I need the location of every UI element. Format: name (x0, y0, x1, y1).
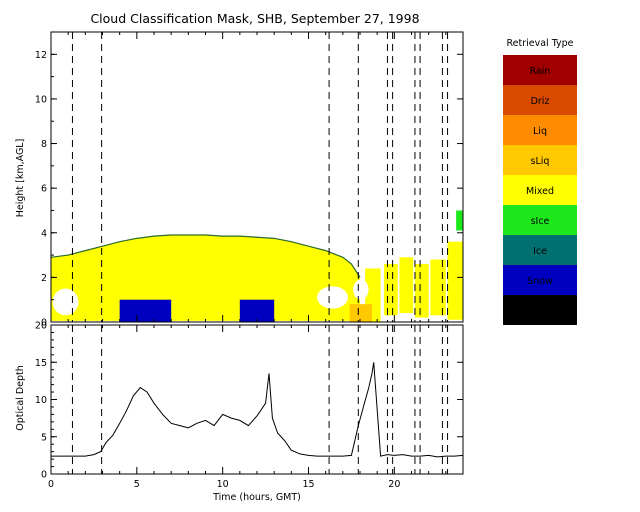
legend-label: Driz (531, 96, 550, 107)
chart-title: Cloud Classification Mask, SHB, Septembe… (90, 11, 419, 26)
broken-cloud-fragment (384, 264, 398, 316)
mixed-cloud-region (51, 235, 360, 321)
x-tick-label: 10 (217, 479, 229, 490)
y-tick-label: 2 (41, 273, 47, 284)
snow-region (239, 299, 275, 322)
broken-cloud-fragment (399, 257, 414, 314)
broken-cloud-fragment (414, 264, 429, 318)
y-tick-label: 12 (35, 50, 47, 61)
y-tick-label: 6 (41, 184, 47, 195)
y-tick-label: 4 (41, 228, 47, 239)
time-axis-label: Time (hours, GMT) (212, 492, 301, 503)
legend-swatch (503, 265, 577, 295)
broken-cloud-fragment (447, 241, 463, 320)
clear-gap (317, 286, 348, 309)
y-tick-label: 10 (35, 395, 47, 406)
y-tick-label: 10 (35, 94, 47, 105)
legend-title: Retrieval Type (506, 38, 573, 49)
clear-gap (52, 288, 79, 316)
optical-depth-series (51, 362, 464, 458)
legend-label: sIce (531, 216, 550, 227)
legend-label: Uncrt (527, 306, 553, 317)
legend-label: Mixed (526, 186, 554, 197)
legend-label: Ice (533, 246, 547, 257)
legend-swatch (503, 175, 577, 205)
y-tick-label: 15 (35, 358, 47, 369)
y-tick-label: 0 (41, 318, 47, 329)
legend-swatch (503, 55, 577, 85)
sliq-region (349, 304, 373, 322)
bottom-panel-frame (50, 324, 464, 475)
clear-gap (353, 279, 369, 300)
retrieval-type-legend: Retrieval Type Rain Driz Liq sLiq Mixed sIce I… (503, 38, 577, 325)
legend-swatch (503, 85, 577, 115)
sice-region (456, 210, 463, 231)
y-tick-label: 8 (41, 139, 47, 150)
legend-label: Rain (530, 66, 551, 77)
x-tick-label: 0 (48, 479, 54, 490)
legend-label: sLiq (531, 156, 550, 167)
legend-label: Snow (527, 276, 553, 287)
snow-region (119, 299, 172, 322)
height-axis-label: Height [km,AGL] (15, 139, 26, 218)
optical-depth-axis-label: Optical Depth (15, 365, 26, 431)
legend-swatch (503, 145, 577, 175)
legend-swatch (503, 115, 577, 145)
x-tick-label: 15 (302, 479, 314, 490)
y-tick-label: 20 (35, 321, 47, 332)
legend-swatch (503, 295, 577, 325)
y-tick-label: 0 (41, 470, 47, 481)
x-tick-label: 5 (134, 479, 140, 490)
legend-label: Liq (533, 126, 547, 137)
x-tick-label: 20 (388, 479, 400, 490)
y-tick-label: 5 (41, 432, 47, 443)
legend-swatch (503, 205, 577, 235)
cloud-top-edge (51, 234, 361, 278)
cloud-mask-panel: 0 2 4 6 8 10 12 (35, 31, 464, 329)
broken-cloud-fragment (430, 259, 446, 316)
legend-swatch (503, 235, 577, 265)
